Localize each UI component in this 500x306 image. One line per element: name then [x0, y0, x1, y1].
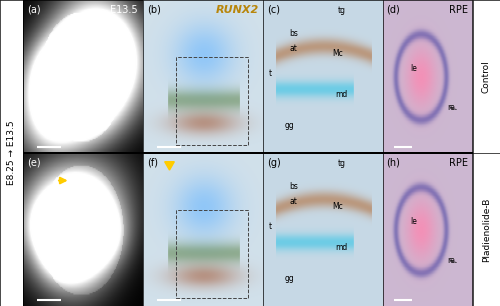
Text: (e): (e)	[28, 158, 41, 168]
Text: gg: gg	[284, 121, 294, 130]
Text: tg: tg	[338, 159, 345, 168]
Text: at: at	[289, 44, 297, 54]
Bar	[176, 210, 248, 298]
Text: le: le	[410, 64, 416, 73]
Text: re: re	[448, 103, 455, 112]
Text: Control: Control	[482, 60, 491, 93]
Text: RPE: RPE	[449, 5, 468, 15]
Text: (g): (g)	[268, 158, 281, 168]
Text: t: t	[269, 69, 272, 78]
Text: tg: tg	[338, 6, 345, 15]
Text: Mc: Mc	[332, 49, 344, 58]
Text: md: md	[335, 90, 347, 99]
Text: Mc: Mc	[332, 202, 344, 211]
Text: (h): (h)	[386, 158, 400, 168]
Text: Pladienolide-B: Pladienolide-B	[482, 197, 491, 262]
Text: md: md	[335, 243, 347, 252]
Text: re: re	[448, 256, 455, 265]
Text: t: t	[269, 222, 272, 231]
Text: RPE: RPE	[449, 158, 468, 168]
Text: (f): (f)	[148, 158, 158, 168]
Text: le: le	[410, 217, 416, 226]
Text: gg: gg	[284, 274, 294, 283]
Text: at: at	[289, 197, 297, 207]
Bar	[176, 57, 248, 145]
Text: E8.25 → E13.5: E8.25 → E13.5	[6, 121, 16, 185]
Text: (b): (b)	[148, 5, 162, 15]
Text: E13.5: E13.5	[110, 5, 138, 15]
Text: (a): (a)	[28, 5, 41, 15]
Text: (c): (c)	[268, 5, 280, 15]
Text: RUNX2: RUNX2	[216, 5, 259, 15]
Text: bs: bs	[289, 182, 298, 191]
Text: bs: bs	[289, 29, 298, 38]
Text: (d): (d)	[386, 5, 400, 15]
